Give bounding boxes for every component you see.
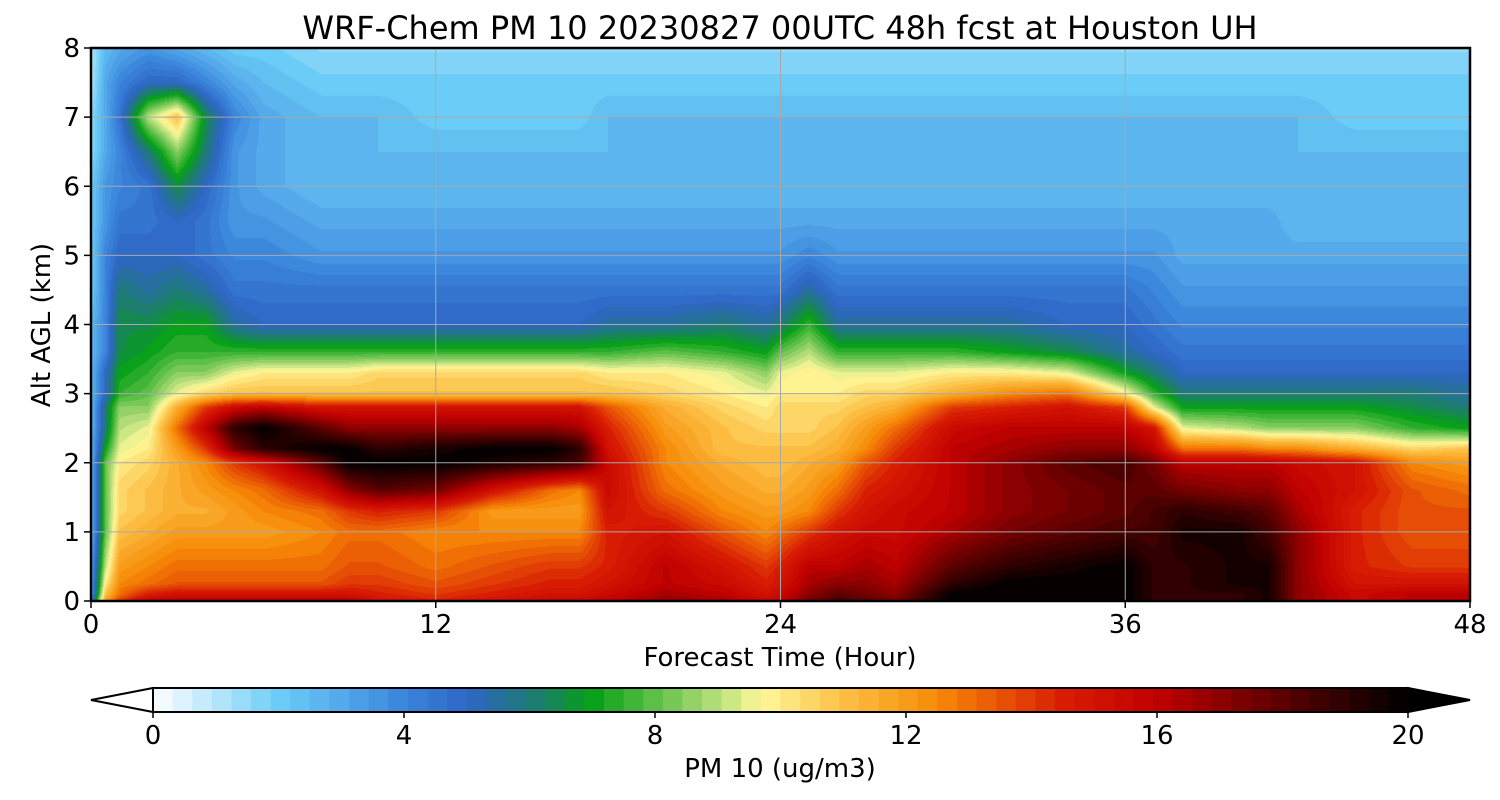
colorbar-cell <box>153 688 174 712</box>
y-tick-label: 6 <box>63 172 80 202</box>
colorbar-cell <box>643 688 664 712</box>
colorbar-cell <box>1055 688 1076 712</box>
chart-title: WRF-Chem PM 10 20230827 00UTC 48h fcst a… <box>302 9 1257 47</box>
colorbar-cell <box>976 688 997 712</box>
colorbar-cell <box>878 688 899 712</box>
colorbar-cell <box>1113 688 1135 712</box>
colorbar-label: PM 10 (ug/m3) <box>684 754 876 784</box>
x-axis: 0 12 24 36 48 <box>83 601 1487 640</box>
colorbar-cell <box>525 688 546 712</box>
colorbar-cell <box>1192 688 1213 712</box>
colorbar-cell <box>1270 688 1291 712</box>
colorbar-tick-label: 20 <box>1391 721 1424 751</box>
colorbar-cell <box>172 688 193 712</box>
y-tick-label: 4 <box>63 311 80 341</box>
y-axis: 0 1 2 3 4 5 6 7 8 <box>63 34 91 617</box>
colorbar-tick-label: 8 <box>647 721 664 751</box>
colorbar-cell <box>1251 688 1272 712</box>
colorbar-cell <box>937 688 958 712</box>
y-tick-label: 8 <box>63 34 80 64</box>
colorbar-cell <box>956 688 978 712</box>
colorbar-cell <box>349 688 370 712</box>
x-tick-label: 36 <box>1109 610 1142 640</box>
colorbar-cell <box>1094 688 1115 712</box>
grid-lines <box>91 48 1470 601</box>
y-tick-label: 0 <box>63 587 80 617</box>
colorbar-cell <box>466 688 487 712</box>
y-tick-label: 2 <box>63 449 80 479</box>
colorbar-cell <box>760 688 782 712</box>
colorbar-cell <box>1388 688 1409 712</box>
colorbar-cell <box>329 688 350 712</box>
colorbar-cell <box>564 688 586 712</box>
plot-area <box>89 46 1472 603</box>
colorbar-cell <box>427 688 448 712</box>
colorbar-cell <box>545 688 566 712</box>
colorbar-cell <box>192 688 213 712</box>
colorbar-cell <box>1309 688 1331 712</box>
colorbar-tick-label: 16 <box>1140 721 1173 751</box>
y-tick-label: 5 <box>63 241 80 271</box>
x-tick-label: 24 <box>764 610 797 640</box>
colorbar-cell <box>270 688 291 712</box>
colorbar-cell <box>447 688 468 712</box>
colorbar-cell <box>309 688 331 712</box>
y-tick-label: 7 <box>63 103 80 133</box>
colorbar-cell <box>702 688 723 712</box>
colorbar-cells <box>153 688 1409 712</box>
colorbar-cell <box>1074 688 1095 712</box>
colorbar-ticks: 0 4 8 12 16 20 <box>145 712 1425 751</box>
colorbar-cell <box>290 688 311 712</box>
colorbar-cell <box>1015 688 1037 712</box>
colorbar-cell <box>858 688 880 712</box>
colorbar-cell <box>839 688 860 712</box>
colorbar-cell <box>584 688 605 712</box>
colorbar-cell <box>996 688 1017 712</box>
y-tick-label: 3 <box>63 380 80 410</box>
colorbar-tick-label: 12 <box>889 721 922 751</box>
x-tick-label: 12 <box>419 610 452 640</box>
colorbar-cell <box>1211 688 1233 712</box>
colorbar-cell <box>1368 688 1389 712</box>
y-axis-label: Alt AGL (km) <box>27 243 57 407</box>
colorbar-cell <box>1133 688 1154 712</box>
colorbar-cell <box>1290 688 1311 712</box>
x-tick-label: 0 <box>83 610 100 640</box>
colorbar-max-extension <box>1407 686 1471 714</box>
colorbar: 0 4 8 12 16 20 PM 10 (ug/m3) <box>90 686 1471 784</box>
colorbar-cell <box>231 688 252 712</box>
colorbar-cell <box>917 688 938 712</box>
colorbar-cell <box>800 688 821 712</box>
colorbar-cell <box>780 688 801 712</box>
colorbar-cell <box>721 688 742 712</box>
colorbar-cell <box>505 688 527 712</box>
colorbar-cell <box>486 688 507 712</box>
colorbar-cell <box>251 688 272 712</box>
colorbar-cell <box>1153 688 1174 712</box>
y-tick-label: 1 <box>63 518 80 548</box>
colorbar-cell <box>368 688 389 712</box>
colorbar-cell <box>1172 688 1193 712</box>
colorbar-cell <box>1349 688 1370 712</box>
colorbar-cell <box>623 688 644 712</box>
x-axis-label: Forecast Time (Hour) <box>643 643 916 673</box>
colorbar-cell <box>1329 688 1350 712</box>
colorbar-min-extension <box>90 686 154 714</box>
colorbar-tick-label: 0 <box>145 721 162 751</box>
colorbar-cell <box>682 688 703 712</box>
colorbar-cell <box>898 688 919 712</box>
colorbar-cell <box>388 688 409 712</box>
colorbar-cell <box>1035 688 1056 712</box>
colorbar-cell <box>741 688 762 712</box>
colorbar-cell <box>1231 688 1252 712</box>
x-tick-label: 48 <box>1453 610 1486 640</box>
colorbar-cell <box>604 688 625 712</box>
colorbar-frame <box>152 687 1409 713</box>
colorbar-tick-label: 4 <box>396 721 413 751</box>
colorbar-cell <box>211 688 233 712</box>
colorbar-cell <box>662 688 684 712</box>
colorbar-cell <box>407 688 429 712</box>
colorbar-cell <box>819 688 840 712</box>
